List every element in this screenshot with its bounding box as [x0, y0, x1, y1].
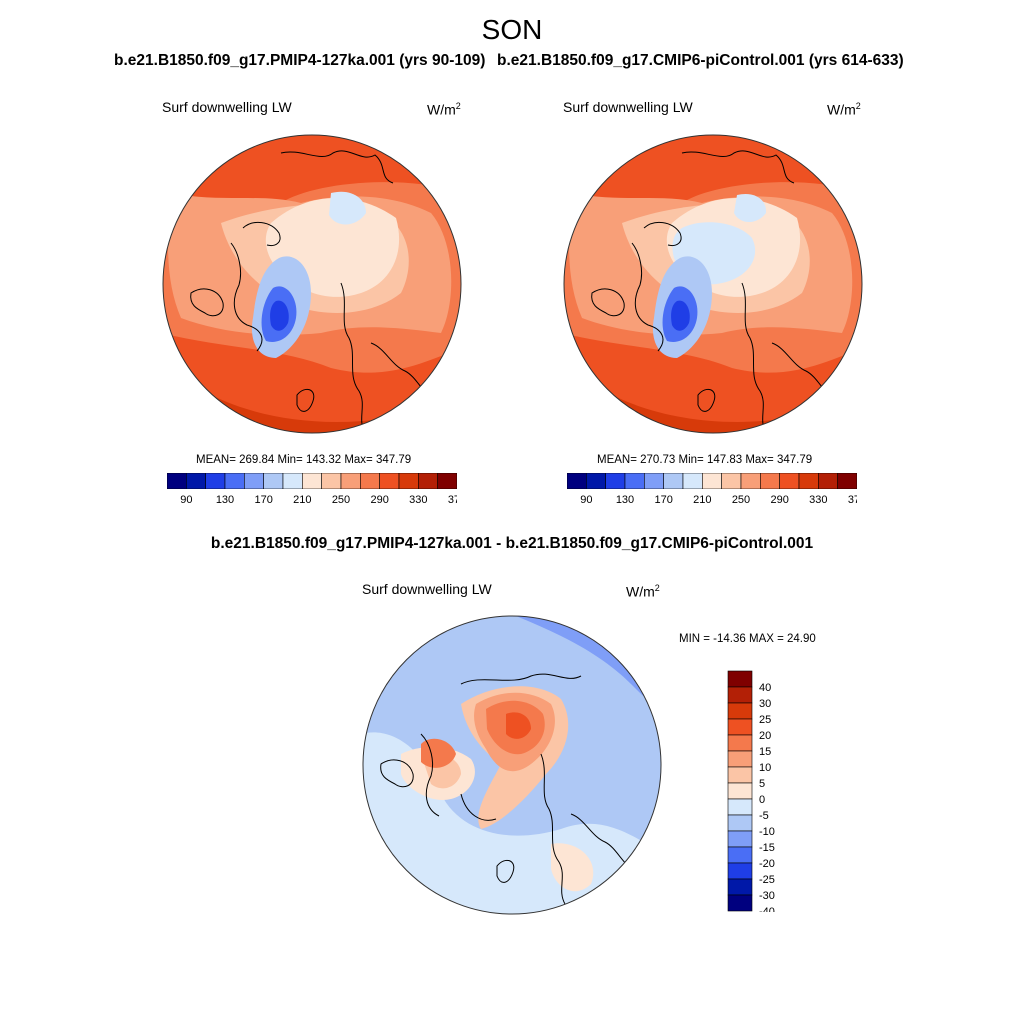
colorbar-swatch: [663, 473, 684, 489]
colorbar-swatch: [682, 473, 703, 489]
colorbar-swatch: [818, 473, 838, 489]
colorbar-tick-label: 370: [448, 494, 457, 506]
colorbar-swatch: [727, 750, 753, 768]
left-variable-label: Surf downwelling LW: [162, 99, 292, 115]
diff-colorbar: [727, 670, 753, 912]
colorbar-tick-label: 370: [848, 494, 857, 506]
colorbar-swatch: [727, 702, 753, 720]
left-run-title: b.e21.B1850.f09_g17.PMIP4-127ka.001 (yrs…: [114, 52, 486, 69]
left-colorbar: [167, 473, 457, 489]
colorbar-swatch: [727, 878, 753, 896]
colorbar-tick-label: 30: [759, 698, 771, 710]
right-units-label: W/m2: [827, 101, 861, 118]
colorbar-tick-label: 250: [332, 494, 350, 506]
colorbar-swatch: [186, 473, 206, 489]
colorbar-swatch: [727, 798, 753, 816]
colorbar-tick-label: -20: [759, 858, 775, 870]
colorbar-swatch: [727, 846, 753, 864]
left-stats: MEAN= 269.84 Min= 143.32 Max= 347.79: [196, 454, 412, 466]
colorbar-tick-label: 170: [654, 494, 672, 506]
colorbar-swatch: [340, 473, 361, 489]
colorbar-swatch: [418, 473, 438, 489]
colorbar-tick-label: 0: [759, 794, 765, 806]
colorbar-swatch: [727, 814, 753, 832]
colorbar-swatch: [727, 894, 753, 912]
colorbar-swatch: [727, 686, 753, 704]
colorbar-swatch: [798, 473, 819, 489]
colorbar-tick-label: 330: [809, 494, 827, 506]
colorbar-tick-label: -30: [759, 890, 775, 902]
colorbar-swatch: [263, 473, 284, 489]
difference-title: b.e21.B1850.f09_g17.PMIP4-127ka.001 - b.…: [210, 535, 814, 552]
colorbar-swatch: [727, 766, 753, 784]
colorbar-swatch: [224, 473, 245, 489]
diff-units-label: W/m2: [626, 583, 660, 600]
colorbar-tick-label: 170: [254, 494, 272, 506]
diff-variable-label: Surf downwelling LW: [362, 581, 492, 597]
colorbar-tick-label: 250: [732, 494, 750, 506]
colorbar-tick-label: -40: [759, 906, 775, 912]
colorbar-swatch: [302, 473, 322, 489]
colorbar-swatch: [740, 473, 761, 489]
right-variable-label: Surf downwelling LW: [563, 99, 693, 115]
colorbar-tick-label: 130: [616, 494, 634, 506]
colorbar-tick-label: -5: [759, 810, 769, 822]
colorbar-tick-label: -25: [759, 874, 775, 886]
colorbar-tick-label: 40: [759, 682, 771, 694]
colorbar-swatch: [727, 734, 753, 752]
colorbar-tick-label: 20: [759, 730, 771, 742]
right-polar-map: [563, 134, 863, 434]
colorbar-swatch: [167, 473, 187, 489]
colorbar-swatch: [437, 473, 457, 489]
colorbar-swatch: [567, 473, 587, 489]
colorbar-swatch: [586, 473, 606, 489]
colorbar-tick-label: 330: [409, 494, 427, 506]
colorbar-swatch: [321, 473, 342, 489]
right-colorbar: [567, 473, 857, 489]
left-polar-map: [162, 134, 462, 434]
colorbar-tick-label: -15: [759, 842, 775, 854]
colorbar-swatch: [727, 862, 753, 880]
colorbar-swatch: [727, 718, 753, 736]
right-stats: MEAN= 270.73 Min= 147.83 Max= 347.79: [597, 454, 813, 466]
colorbar-swatch: [727, 670, 753, 688]
colorbar-tick-label: 210: [293, 494, 311, 506]
colorbar-tick-label: 5: [759, 778, 765, 790]
colorbar-swatch: [624, 473, 645, 489]
colorbar-tick-label: 290: [370, 494, 388, 506]
colorbar-swatch: [760, 473, 780, 489]
colorbar-tick-label: 10: [759, 762, 771, 774]
colorbar-tick-label: 25: [759, 714, 771, 726]
colorbar-swatch: [644, 473, 664, 489]
colorbar-tick-label: 130: [216, 494, 234, 506]
colorbar-tick-label: 90: [580, 494, 592, 506]
season-title: SON: [481, 14, 543, 45]
diff-stats: MIN = -14.36 MAX = 24.90: [679, 633, 816, 645]
right-colorbar-labels: 90 130 170 210 250 290 330 370: [580, 494, 857, 506]
colorbar-tick-label: 210: [693, 494, 711, 506]
colorbar-swatch: [205, 473, 226, 489]
colorbar-tick-label: 15: [759, 746, 771, 758]
left-colorbar-labels: 90 130 170 210 250 290 330 370: [180, 494, 457, 506]
colorbar-swatch: [721, 473, 742, 489]
diff-colorbar-labels: 40 30 25 20 15 10 5 0 -5 -10 -15 -20 -25 -30 -40: [759, 682, 775, 912]
colorbar-swatch: [605, 473, 626, 489]
colorbar-tick-label: -10: [759, 826, 775, 838]
colorbar-swatch: [837, 473, 857, 489]
colorbar-swatch: [702, 473, 722, 489]
difference-polar-map: [362, 615, 662, 915]
colorbar-swatch: [779, 473, 800, 489]
right-run-title: b.e21.B1850.f09_g17.CMIP6-piControl.001 …: [497, 52, 904, 69]
colorbar-swatch: [379, 473, 400, 489]
left-units-label: W/m2: [427, 101, 461, 118]
colorbar-swatch: [398, 473, 419, 489]
colorbar-swatch: [244, 473, 264, 489]
colorbar-swatch: [282, 473, 303, 489]
colorbar-tick-label: 90: [180, 494, 192, 506]
colorbar-swatch: [727, 782, 753, 800]
colorbar-tick-label: 290: [770, 494, 788, 506]
colorbar-swatch: [360, 473, 380, 489]
colorbar-swatch: [727, 830, 753, 848]
